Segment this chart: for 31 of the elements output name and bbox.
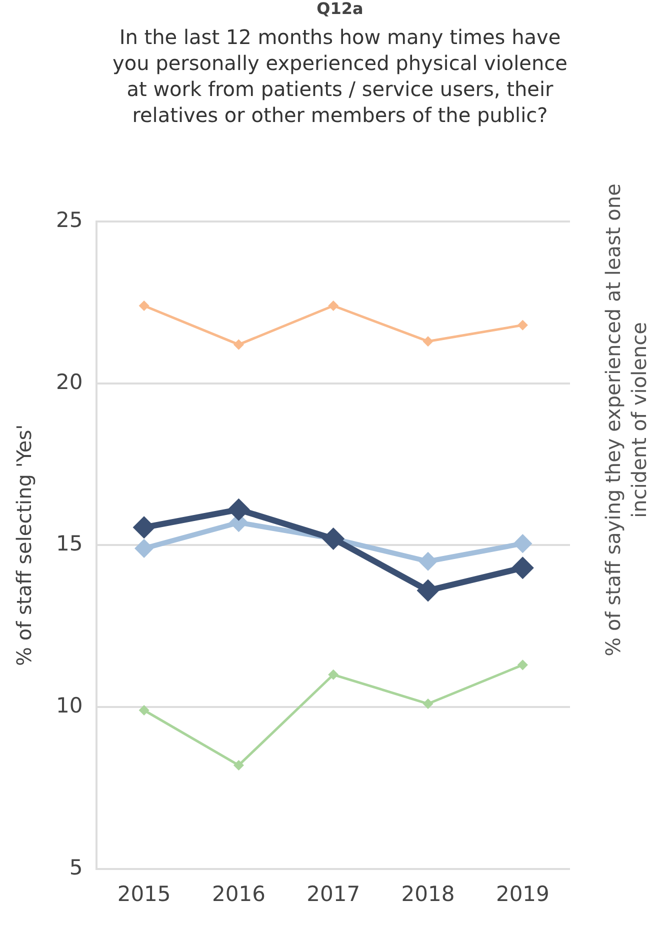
point [328,670,338,680]
point [139,705,149,715]
point [139,300,149,310]
y-tick-label: 10 [56,693,83,718]
point [134,517,154,538]
x-tick-label: 2015 [117,882,171,906]
y-tick-label: 20 [56,370,83,394]
point [518,660,528,670]
x-tick-label: 2017 [306,882,360,906]
point [518,320,528,330]
point [136,540,153,557]
y-tick-label: 25 [56,208,83,232]
x-tick-label: 2019 [496,882,550,906]
point [423,336,433,346]
point [234,760,244,770]
x-tick-label: 2018 [401,882,455,906]
chart-subtitle: In the last 12 months how many times have you personally experienced physical violence at work from patients / service users, their relatives or other members of the public? [112,24,568,128]
y-axis-title: % of staff selecting 'Yes' [12,424,36,666]
point [512,558,533,578]
y-tick-label: 15 [56,532,83,556]
chart-title: Q12a [316,0,364,18]
x-tick-label: 2016 [212,882,266,906]
point [423,699,433,709]
y-tick-label: 5 [69,855,83,880]
point [234,340,244,350]
point [514,535,532,552]
point [418,580,438,601]
point [420,552,437,570]
y2-axis-title: % of staff saying they experienced at least one incident of violence [600,182,652,658]
point [228,500,249,520]
point [328,300,338,310]
